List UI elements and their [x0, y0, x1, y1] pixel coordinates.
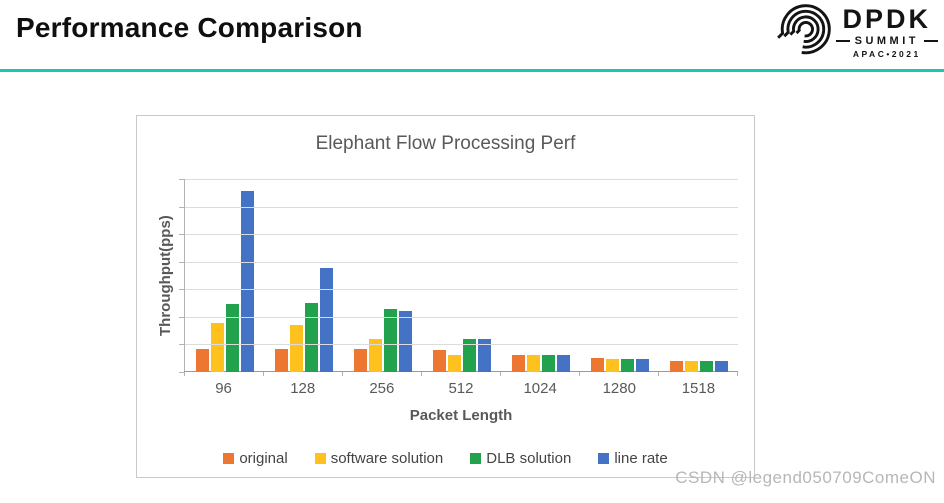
bar-software-solution-1518: [684, 360, 698, 372]
logo-dash-left: [835, 39, 850, 42]
x-tick-label-1280: 1280: [602, 380, 636, 397]
bar-DLB-solution-1024: [541, 355, 555, 372]
x-axis-tick: [184, 372, 185, 376]
bar-original-1280: [590, 358, 604, 372]
legend-label: DLB solution: [486, 450, 572, 467]
bar-DLB-solution-512: [462, 339, 476, 372]
bar-line-rate-1024: [556, 355, 570, 372]
bar-line-rate-512: [477, 339, 491, 372]
bar-software-solution-128: [289, 324, 303, 372]
bar-DLB-solution-1280: [620, 358, 634, 372]
dpdk-summit-logo: DPDK SUMMIT APAC•2021: [774, 4, 938, 60]
x-axis-tick: [341, 372, 343, 376]
bar-line-rate-1280: [635, 358, 649, 372]
y-axis-tick: [179, 289, 184, 291]
gridline: [185, 261, 738, 263]
bar-original-256: [353, 349, 367, 372]
y-axis-tick: [179, 261, 184, 263]
legend-label: software solution: [330, 450, 444, 467]
x-tick-label-256: 256: [369, 380, 395, 397]
bar-software-solution-1280: [605, 358, 619, 372]
chart-container: Elephant Flow Processing Perf Throughput…: [136, 115, 755, 478]
gridline: [185, 179, 738, 180]
legend-item-line-rate: line rate: [598, 450, 668, 467]
watermark-text: CSDN @legend050709ComeON: [675, 468, 936, 487]
legend-label: original: [239, 450, 288, 467]
gridline: [185, 316, 738, 318]
logo-text: DPDK SUMMIT APAC•2021: [835, 3, 938, 59]
legend-swatch: [314, 453, 326, 464]
x-axis-tick: [499, 372, 501, 376]
legend-swatch: [223, 453, 235, 464]
bar-DLB-solution-1518: [699, 360, 713, 372]
page-title: Performance Comparison: [16, 12, 363, 43]
x-axis-tick: [658, 372, 659, 376]
bar-software-solution-256: [368, 338, 382, 372]
x-tick-label-1518: 1518: [681, 380, 716, 397]
x-tick-label-512: 512: [448, 380, 474, 397]
x-axis-tick: [579, 372, 580, 376]
bar-original-128: [274, 349, 288, 372]
y-axis-title: Throughput(pps): [157, 215, 174, 336]
bar-group-256: [343, 179, 422, 372]
logo-summit-label: SUMMIT: [854, 34, 919, 47]
logo-summit-row: SUMMIT: [835, 34, 938, 47]
gridline: [185, 289, 738, 291]
y-axis-tick: [179, 234, 184, 236]
bar-line-rate-1518: [714, 361, 728, 372]
x-tick-label-128: 128: [290, 380, 316, 397]
x-axis-line: [184, 371, 738, 372]
bar-line-rate-128: [319, 267, 333, 372]
bar-original-1024: [511, 354, 525, 372]
x-tick-label-96: 96: [215, 380, 232, 397]
plot-area: [179, 179, 738, 376]
logo-dash-right: [924, 39, 938, 42]
bar-group-128: [264, 179, 343, 372]
bar-group-96: [185, 179, 264, 372]
bar-software-solution-512: [447, 354, 461, 372]
x-tick-labels: 96 128 256 512 1024 1280 1518: [184, 380, 738, 397]
bars-row: [185, 179, 738, 372]
bar-group-512: [422, 179, 501, 372]
accent-divider: [0, 69, 944, 72]
bar-software-solution-96: [210, 322, 224, 372]
legend-label: line rate: [614, 450, 668, 467]
legend-item-original: original: [223, 450, 288, 467]
bar-group-1024: [501, 179, 580, 372]
chart-title: Elephant Flow Processing Perf: [315, 133, 576, 154]
bar-DLB-solution-256: [383, 309, 397, 372]
bar-DLB-solution-128: [304, 303, 318, 372]
dpdk-swirl-icon: [776, 4, 831, 55]
y-axis-tick: [179, 206, 184, 208]
x-axis-tick: [262, 372, 264, 376]
bar-group-1518: [659, 179, 738, 372]
gridline: [185, 234, 738, 236]
legend-item-DLB-solution: DLB solution: [470, 450, 571, 467]
x-axis-tick: [737, 372, 738, 376]
bar-DLB-solution-96: [225, 304, 239, 372]
x-tick-label-1024: 1024: [523, 380, 557, 397]
chart-legend: original software solution DLB solution lin…: [137, 450, 754, 467]
x-axis-tick: [421, 372, 422, 376]
legend-swatch: [598, 453, 610, 464]
y-axis-tick: [179, 344, 184, 346]
y-axis-tick: [179, 316, 184, 318]
gridline: [185, 344, 738, 346]
bar-line-rate-96: [240, 191, 254, 372]
bar-line-rate-256: [398, 311, 412, 372]
bar-software-solution-1024: [526, 355, 540, 372]
gridline: [185, 206, 738, 208]
logo-edition: APAC•2021: [852, 48, 921, 59]
y-axis-tick: [179, 179, 184, 180]
legend-item-software-solution: software solution: [314, 450, 444, 467]
y-axis-tick: [179, 372, 184, 373]
bar-original-512: [432, 349, 446, 372]
x-axis-title: Packet Length: [409, 407, 513, 424]
bar-original-96: [195, 349, 209, 372]
bar-original-1518: [669, 360, 683, 372]
bar-group-1280: [580, 179, 659, 372]
logo-name: DPDK: [842, 3, 932, 34]
legend-swatch: [470, 453, 482, 464]
